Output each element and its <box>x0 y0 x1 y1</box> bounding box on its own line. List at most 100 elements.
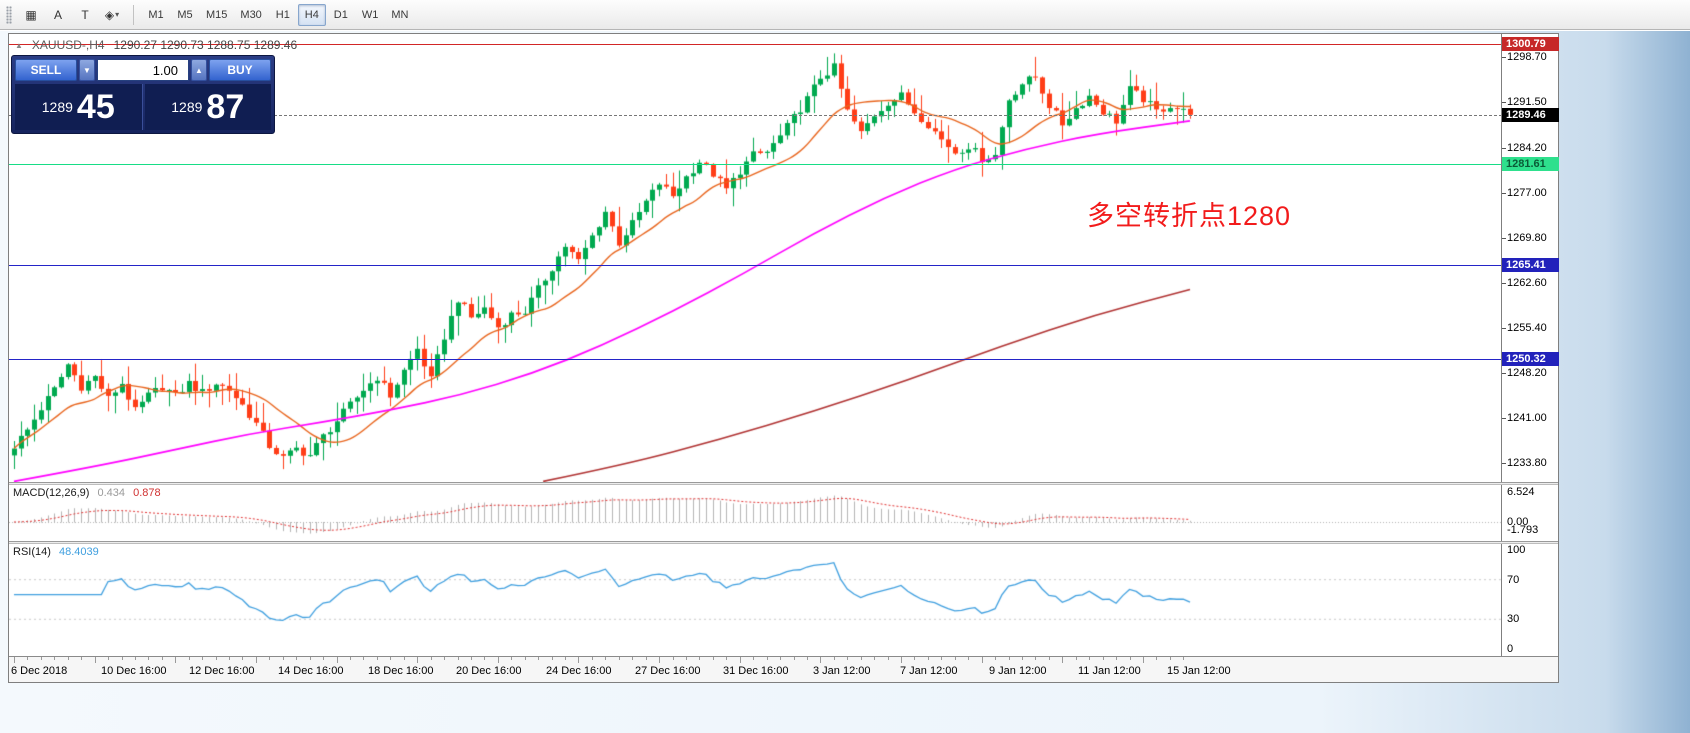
timeframe-button-h4[interactable]: H4 <box>297 3 326 26</box>
sell-price-display[interactable]: 1289 45 <box>15 84 143 130</box>
rsi-indicator-canvas[interactable] <box>9 544 1502 656</box>
volume-input[interactable] <box>97 59 189 81</box>
time-tick-mark <box>457 657 459 660</box>
timeframe-button-m1[interactable]: M1 <box>148 8 164 21</box>
one-click-trading-widget: SELL ▼ ▲ BUY 1289 45 1289 87 <box>11 55 275 134</box>
time-tick-mark <box>470 657 472 660</box>
text-tool-button[interactable]: T <box>72 4 98 26</box>
time-tick-mark <box>188 657 190 660</box>
rsi-label: RSI(14) 48.4039 <box>13 546 104 558</box>
time-tick-mark <box>269 657 271 660</box>
chart-annotation-text[interactable]: 多空转折点1280 <box>1087 201 1292 231</box>
time-tick-mark <box>712 657 714 660</box>
trade-widget-controls: SELL ▼ ▲ BUY <box>15 59 271 81</box>
price-tick-label: 1269.80 <box>1507 232 1547 244</box>
price-tick-label: 1262.60 <box>1507 277 1547 289</box>
label-a-icon: A <box>53 7 62 22</box>
price-tick-label: 1291.50 <box>1507 96 1547 108</box>
time-tick-mark <box>430 657 432 660</box>
volume-decrease-button[interactable]: ▼ <box>79 59 95 81</box>
time-tick-mark <box>1183 657 1185 660</box>
timeframe-button-h1[interactable]: H1 <box>275 8 290 21</box>
time-tick-mark <box>484 657 486 660</box>
time-tick-mark <box>686 657 687 660</box>
time-tick-label: 6 Dec 2018 <box>11 665 68 677</box>
price-axis[interactable]: 1298.70 1291.50 1284.20 1277.00 1269.80 1262.… <box>1501 34 1559 656</box>
time-tick-mark <box>511 657 513 660</box>
grid-tool-button[interactable]: ▦ <box>18 4 44 26</box>
time-tick-mark <box>753 657 755 660</box>
time-tick-mark <box>40 657 42 660</box>
time-tick-mark <box>968 657 970 660</box>
timeframe-button-mn[interactable]: MN <box>391 8 409 21</box>
toolbar-separator <box>133 4 134 25</box>
time-tick-mark <box>350 657 351 660</box>
time-tick-mark <box>403 657 405 660</box>
time-tick-label: 27 Dec 16:00 <box>635 665 701 677</box>
time-tick-mark <box>954 657 956 660</box>
time-tick-mark <box>632 657 634 660</box>
macd-indicator-canvas[interactable] <box>9 485 1502 541</box>
time-tick-label: 20 Dec 16:00 <box>456 665 522 677</box>
time-tick-mark <box>1169 657 1171 660</box>
toolbar: ▦ A T ◈ ▾ M1 M5 M15 M30 H1 H4 D1 W1 MN <box>0 0 1690 30</box>
time-tick-mark <box>914 657 916 660</box>
workspace: ▲ XAUUSD-,H4 1290.27 1290.73 1288.75 128… <box>0 31 1690 733</box>
price-tick-mark <box>1502 463 1506 464</box>
shapes-tool-button[interactable]: ◈ ▾ <box>99 4 125 26</box>
price-tick-label: 1248.20 <box>1507 367 1547 379</box>
time-tick-mark <box>524 657 526 660</box>
time-tick-label: 31 Dec 16:00 <box>723 665 789 677</box>
time-tick-mark <box>565 657 567 660</box>
drawing-tools-group: ▦ A T ◈ ▾ <box>18 4 125 26</box>
timeframe-button-m5[interactable]: M5 <box>177 8 193 21</box>
macd-axis-label: 0.00 <box>1507 516 1529 528</box>
price-tick-mark <box>1502 57 1506 58</box>
macd-label: MACD(12,26,9) 0.434 0.878 <box>13 487 166 499</box>
time-tick-label: 11 Jan 12:00 <box>1078 665 1141 677</box>
chart-window: ▲ XAUUSD-,H4 1290.27 1290.73 1288.75 128… <box>8 33 1559 683</box>
time-tick-label: 9 Jan 12:00 <box>989 665 1047 677</box>
buy-button[interactable]: BUY <box>209 59 271 81</box>
time-tick-mark <box>121 657 123 660</box>
timeframe-button-d1[interactable]: D1 <box>333 8 348 21</box>
grid-icon: ▦ <box>25 7 37 22</box>
chart-marker-icon: ▲ <box>15 40 23 50</box>
price-level-line-1281.61[interactable] <box>9 164 1502 165</box>
volume-increase-button[interactable]: ▲ <box>191 59 207 81</box>
price-tick-label: 1284.20 <box>1507 142 1547 154</box>
timeframe-button-m15[interactable]: M15 <box>206 8 228 21</box>
time-tick-mark <box>726 657 728 660</box>
sell-price-pips: 45 <box>76 88 115 126</box>
price-level-line-1250.32[interactable] <box>9 359 1502 360</box>
price-level-line-1265.41[interactable] <box>9 265 1502 266</box>
time-tick-mark <box>833 657 835 660</box>
toolbar-grip[interactable] <box>6 5 12 24</box>
timeframe-button-m30[interactable]: M30 <box>240 8 262 21</box>
chart-ohlc-values: 1290.27 1290.73 1288.75 1289.46 <box>113 38 298 52</box>
time-tick-mark <box>1116 657 1118 660</box>
time-tick-mark <box>444 657 446 660</box>
time-tick-mark <box>175 657 177 663</box>
timeframe-button-w1[interactable]: W1 <box>361 8 379 21</box>
price-tick-label: 1277.00 <box>1507 187 1547 199</box>
sell-button[interactable]: SELL <box>15 59 77 81</box>
time-tick-mark <box>229 657 231 660</box>
price-level-badge: 1265.41 <box>1502 258 1559 272</box>
panel-splitter[interactable] <box>9 482 1558 485</box>
time-axis[interactable]: 6 Dec 2018 10 Dec 16:00 12 Dec 16:00 14 Dec… <box>9 656 1558 682</box>
buy-price-display[interactable]: 1289 87 <box>144 84 271 130</box>
price-level-line-1300.79[interactable] <box>9 44 1502 45</box>
label-a-tool-button[interactable]: A <box>45 4 71 26</box>
panel-splitter[interactable] <box>9 541 1558 544</box>
price-tick-mark <box>1502 283 1506 284</box>
time-tick-mark <box>1008 657 1010 660</box>
time-tick-label: 10 Dec 16:00 <box>101 665 167 677</box>
time-tick-mark <box>887 657 889 660</box>
time-tick-mark <box>1048 657 1050 660</box>
price-tick-mark <box>1502 193 1506 194</box>
time-tick-label: 3 Jan 12:00 <box>813 665 871 677</box>
price-tick-mark <box>1502 373 1506 374</box>
rsi-name: RSI(14) <box>13 546 51 558</box>
price-tick-label: 1233.80 <box>1507 457 1547 469</box>
